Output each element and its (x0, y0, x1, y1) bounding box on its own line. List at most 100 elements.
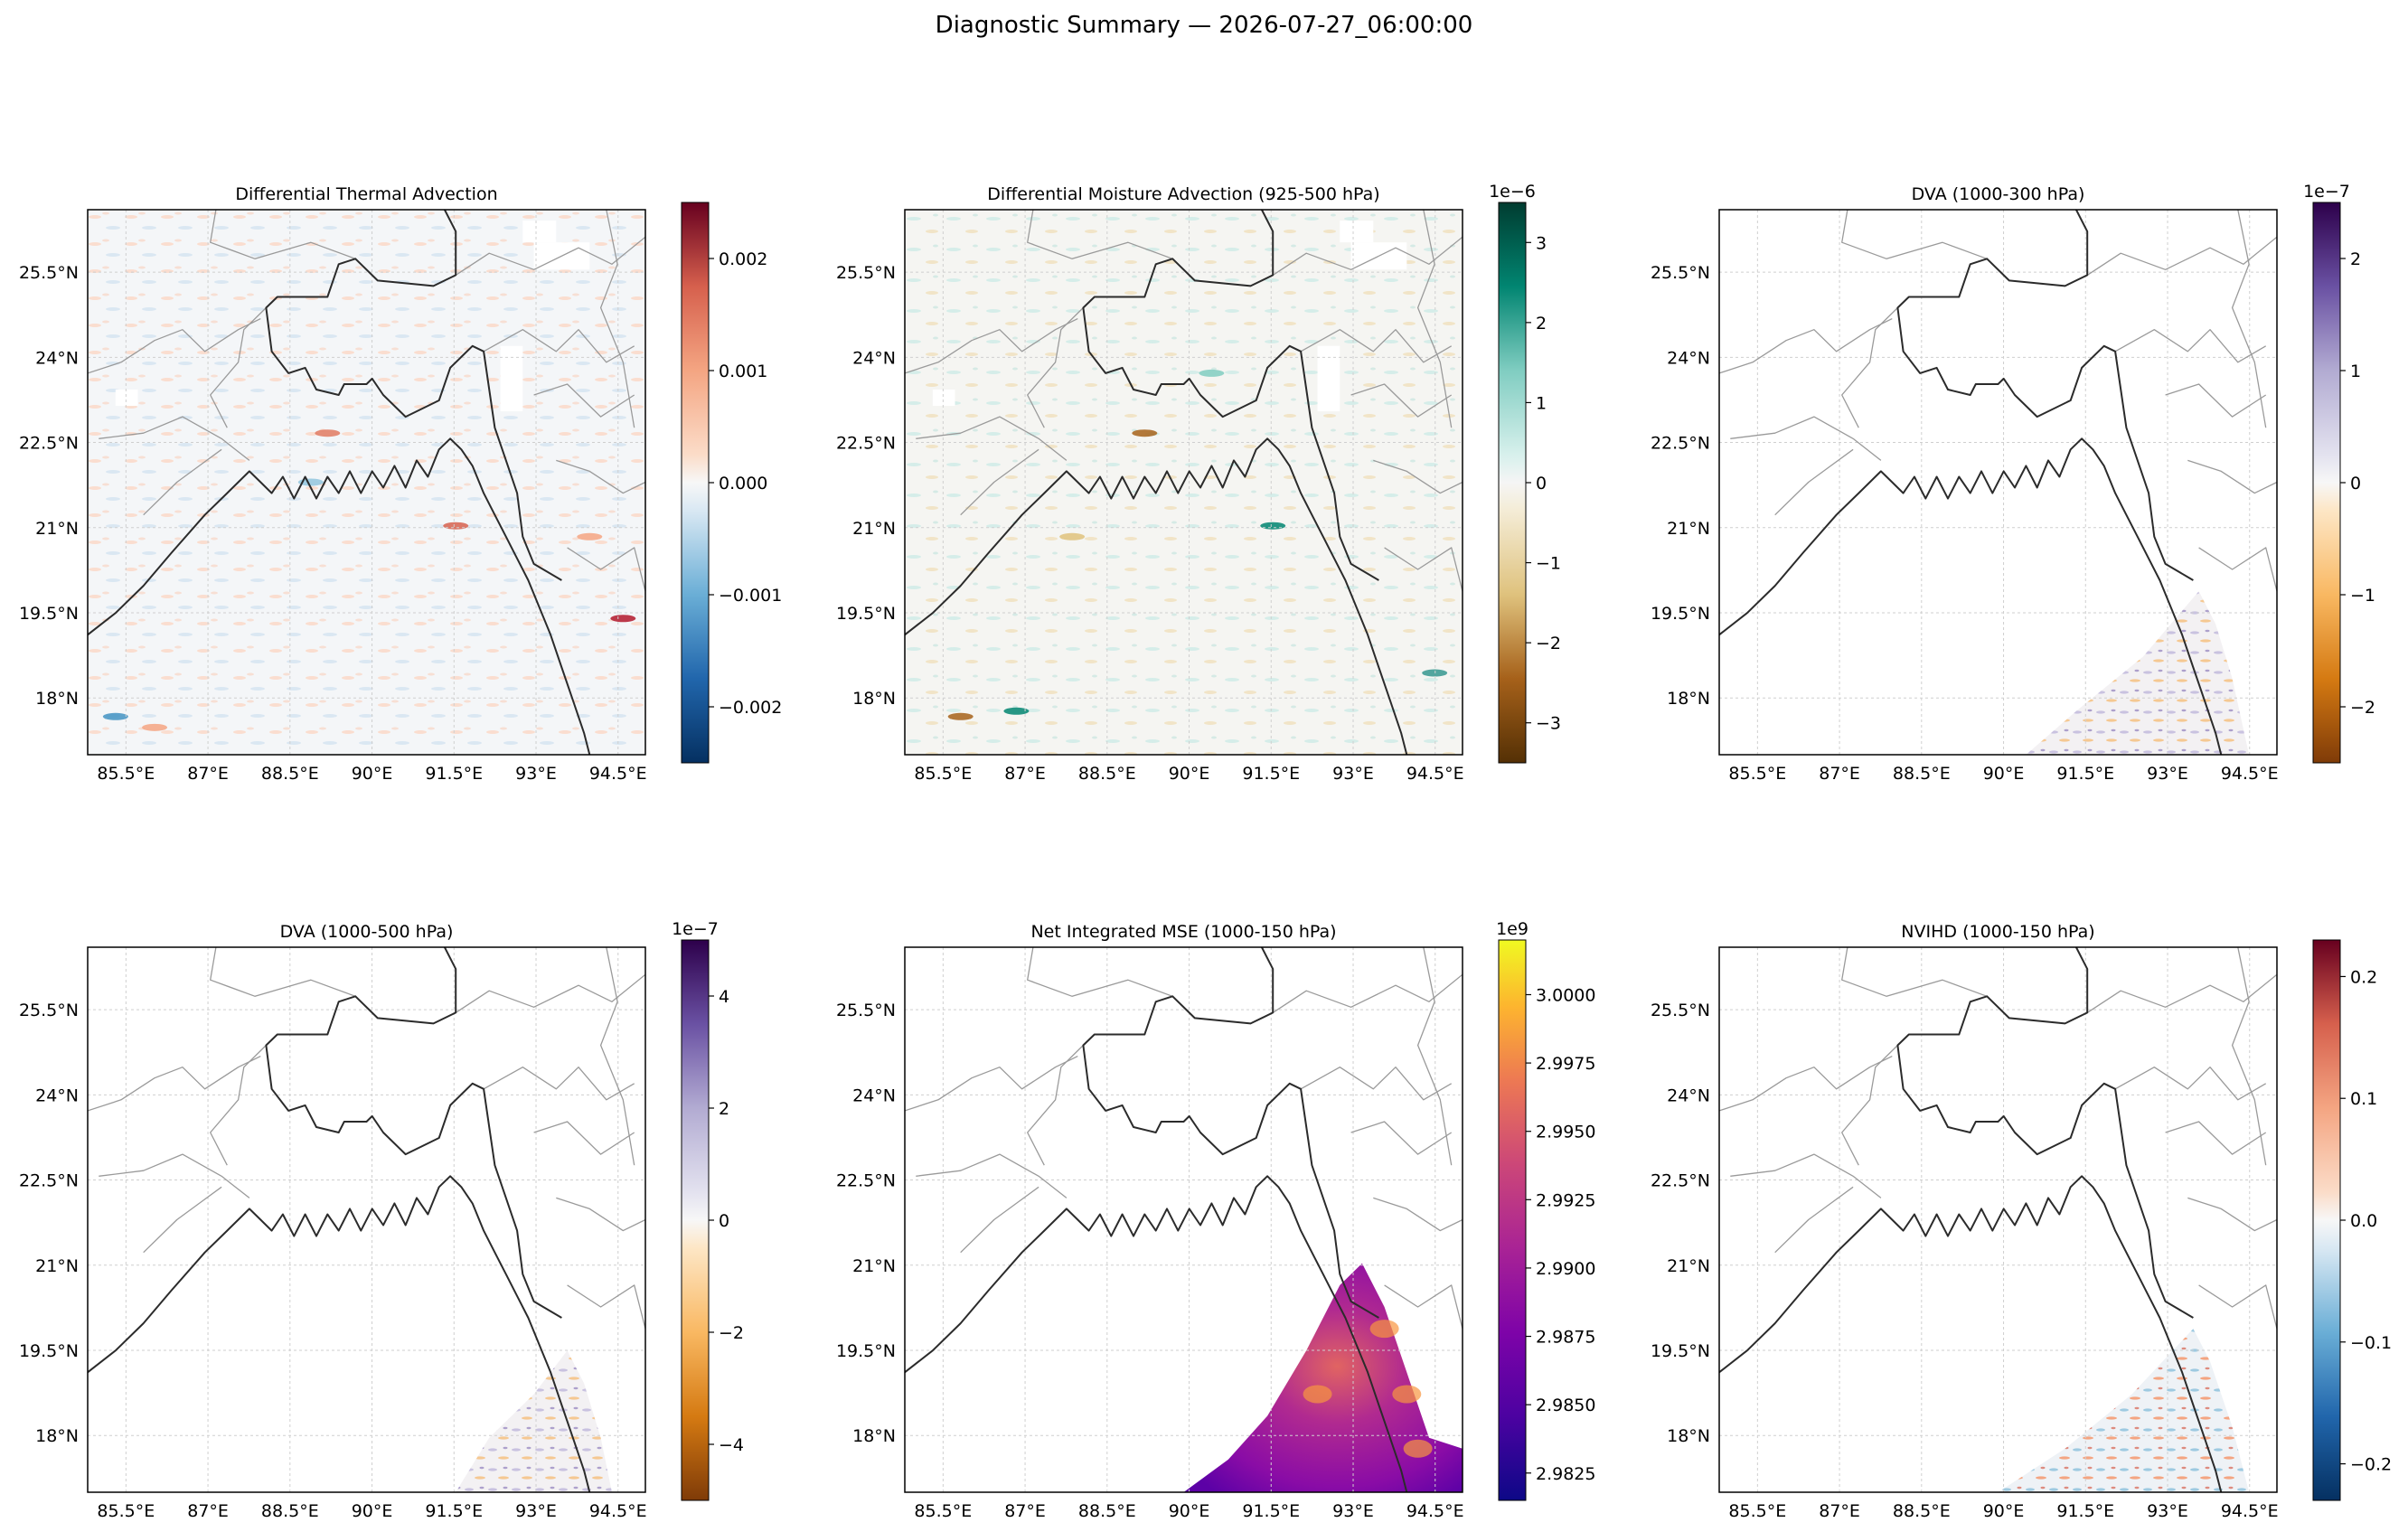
state-border (1300, 329, 1453, 363)
colorbar-tick-label: 4 (719, 987, 729, 1007)
state-border (1719, 1056, 1893, 1112)
lat-tick-label: 21°N (35, 1256, 79, 1276)
state-border (2198, 547, 2277, 592)
country-border (265, 210, 562, 581)
state-border (210, 1045, 267, 1166)
colorbar-tick-label: −0.002 (719, 698, 782, 718)
state-border (1416, 210, 1453, 428)
lat-tick-label: 22.5°N (19, 434, 79, 454)
colorbar (1498, 939, 1527, 1501)
colorbar-tick-label: 2.9825 (1536, 1464, 1595, 1484)
lat-tick-label: 18°N (852, 1426, 896, 1446)
lon-tick-label: 93°E (515, 1501, 557, 1521)
colorbar (1498, 202, 1527, 764)
state-border (2187, 1197, 2277, 1232)
state-border (1027, 1045, 1084, 1166)
field-anomaly (297, 478, 324, 486)
colorbar-tick-label: 2.9900 (1536, 1259, 1595, 1279)
state-border (1774, 1186, 1854, 1254)
state-border (1384, 1284, 1463, 1330)
field-anomaly (1003, 707, 1030, 715)
map-panel: Differential Thermal Advection 85.5°E 87°E… (19, 184, 782, 784)
lon-tick-label: 94.5°E (2221, 764, 2279, 784)
lon-tick-label: 88.5°E (1078, 764, 1136, 784)
lon-tick-label: 85.5°E (914, 764, 972, 784)
lon-tick-label: 85.5°E (1728, 1501, 1786, 1521)
state-border (1027, 210, 1173, 259)
coastline (905, 1175, 1408, 1492)
lat-tick-label: 18°N (35, 689, 79, 709)
state-border (1027, 307, 1084, 428)
state-border (455, 973, 645, 1013)
state-border (88, 318, 261, 374)
field-layer (1183, 1263, 1463, 1492)
state-border (2198, 1284, 2277, 1330)
state-border (2165, 1121, 2267, 1155)
lon-tick-label: 93°E (2147, 1501, 2188, 1521)
missing-data-patch (1317, 345, 1340, 412)
state-border (1719, 318, 1893, 374)
panel-title: NVIHD (1000-150 hPa) (1901, 922, 2094, 942)
lon-tick-label: 90°E (352, 1501, 393, 1521)
colorbar-tick-label: 2.9875 (1536, 1328, 1595, 1348)
colorbar-tick-label: 0.000 (719, 474, 767, 493)
lat-tick-label: 24°N (35, 1086, 79, 1105)
colorbar (2312, 202, 2341, 764)
country-border (265, 947, 562, 1319)
state-border (916, 1153, 1068, 1198)
colorbar-tick-label: 2.9975 (1536, 1054, 1595, 1074)
colorbar-tick-label: −3 (1536, 714, 1561, 734)
colorbar-tick-label: −0.001 (719, 586, 782, 606)
state-border (533, 383, 635, 418)
lon-tick-label: 88.5°E (1078, 1501, 1136, 1521)
state-border (1350, 1121, 1453, 1155)
lon-tick-label: 93°E (1332, 764, 1374, 784)
state-border (599, 210, 635, 428)
state-border (916, 416, 1068, 461)
lat-tick-label: 24°N (852, 348, 896, 368)
colorbar-tick-label: 2.9850 (1536, 1396, 1595, 1415)
map-panel: NVIHD (1000-150 hPa) 85.5°E 87°E 88.5°E 90°E… (1651, 922, 2392, 1521)
state-border (210, 210, 356, 259)
lon-tick-label: 93°E (2147, 764, 2188, 784)
colorbar (2312, 939, 2341, 1501)
lon-tick-label: 87°E (1004, 1501, 1046, 1521)
lon-tick-label: 88.5°E (1893, 1501, 1951, 1521)
state-border (1841, 307, 1898, 428)
lon-tick-label: 94.5°E (1406, 764, 1464, 784)
field-anomaly (1369, 1320, 1399, 1339)
colorbar-tick-label: 1 (1536, 393, 1547, 413)
state-border (99, 416, 250, 461)
lat-tick-label: 21°N (35, 519, 79, 539)
state-border (2086, 236, 2277, 276)
lon-tick-label: 90°E (1169, 1501, 1210, 1521)
country-border (1896, 210, 2194, 581)
lon-tick-label: 85.5°E (1728, 764, 1786, 784)
lat-tick-label: 22.5°N (836, 1171, 896, 1191)
lon-tick-label: 90°E (1983, 764, 2025, 784)
country-border (1082, 947, 1379, 1319)
state-border (1730, 416, 1882, 461)
state-border (2086, 973, 2277, 1013)
colorbar-tick-label: −1 (1536, 554, 1561, 574)
map-panel: Net Integrated MSE (1000-150 hPa) 85.5°E 8… (836, 919, 1596, 1521)
colorbar-exponent: 1e9 (1496, 919, 1529, 939)
colorbar-tick-label: 2.9925 (1536, 1190, 1595, 1210)
lon-tick-label: 94.5°E (589, 764, 647, 784)
field-layer (2026, 591, 2250, 755)
state-border (1384, 547, 1463, 592)
map-frame (1718, 209, 2278, 756)
lon-tick-label: 91.5°E (425, 1501, 483, 1521)
lon-tick-label: 87°E (1004, 764, 1046, 784)
state-border (1272, 973, 1463, 1013)
map-frame (87, 946, 646, 1493)
field-anomaly (142, 723, 168, 731)
field-anomaly (443, 522, 469, 530)
lat-tick-label: 21°N (852, 1256, 896, 1276)
state-border (533, 1121, 635, 1155)
colorbar-tick-label: 2.9950 (1536, 1123, 1595, 1142)
state-border (599, 947, 635, 1166)
colorbar-exponent: 1e−6 (1489, 182, 1536, 202)
colorbar-tick-label: 0.2 (2350, 967, 2377, 987)
lat-tick-label: 21°N (1667, 1256, 1710, 1276)
